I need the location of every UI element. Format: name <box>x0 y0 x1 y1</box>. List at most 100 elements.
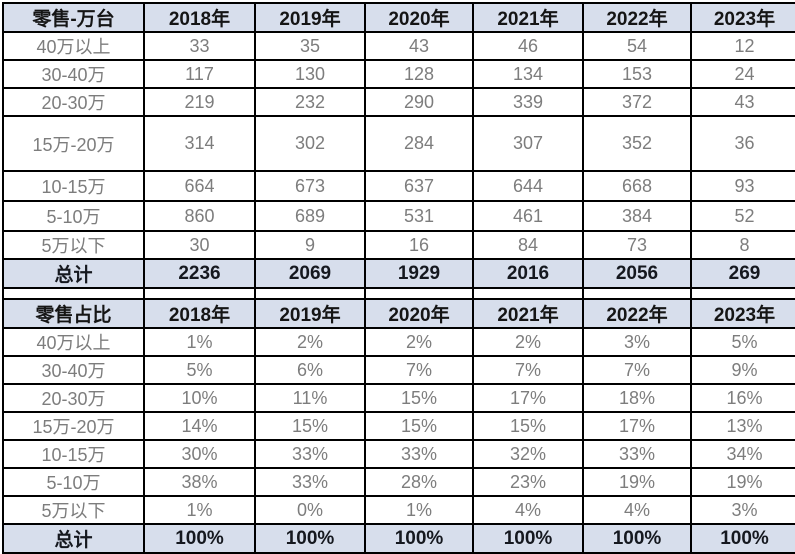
separator-cell <box>472 287 584 300</box>
cell-value: 689 <box>254 200 366 232</box>
table-row: 20-30万 219 232 290 339 372 43 <box>2 87 795 117</box>
cell-value: 100% <box>690 523 795 554</box>
cell-value: 153 <box>582 59 692 89</box>
cell-value: 35 <box>254 31 366 61</box>
table-row: 5万以下 1% 0% 1% 4% 4% 3% <box>2 495 795 525</box>
row-label: 30-40万 <box>2 355 145 385</box>
cell-value: 32% <box>472 439 584 469</box>
cell-value: 3% <box>690 495 795 525</box>
table-row: 30-40万 5% 6% 7% 7% 7% 9% <box>2 355 795 385</box>
table-row: 10-15万 664 673 637 644 668 93 <box>2 170 795 202</box>
cell-value: 5% <box>143 355 256 385</box>
year-header: 2020年 <box>364 298 474 329</box>
cell-value: 52 <box>690 200 795 232</box>
row-label: 20-30万 <box>2 383 145 413</box>
cell-value: 6% <box>254 355 366 385</box>
year-header: 2020年 <box>364 2 474 33</box>
cell-value: 100% <box>254 523 366 554</box>
cell-value: 314 <box>143 115 256 172</box>
year-header: 2021年 <box>472 2 584 33</box>
table-row: 40万以上 1% 2% 2% 2% 3% 5% <box>2 327 795 357</box>
cell-value: 43 <box>690 87 795 117</box>
cell-value: 2069 <box>254 258 366 289</box>
year-header: 2022年 <box>582 2 692 33</box>
cell-value: 5% <box>690 327 795 357</box>
table-row: 5-10万 38% 33% 28% 23% 19% 19% <box>2 467 795 497</box>
total-row: 总计 100% 100% 100% 100% 100% 100% <box>2 523 795 554</box>
table-row: 20-30万 10% 11% 15% 17% 18% 16% <box>2 383 795 413</box>
cell-value: 219 <box>143 87 256 117</box>
table-row: 15万-20万 314 302 284 307 352 36 <box>2 115 795 172</box>
cell-value: 54 <box>582 31 692 61</box>
year-header: 2019年 <box>254 2 366 33</box>
cell-value: 302 <box>254 115 366 172</box>
section-header-row: 零售占比 2018年 2019年 2020年 2021年 2022年 2023年 <box>2 298 795 329</box>
cell-value: 24 <box>690 59 795 89</box>
cell-value: 7% <box>472 355 584 385</box>
section-title: 零售-万台 <box>2 2 145 33</box>
cell-value: 4% <box>472 495 584 525</box>
cell-value: 15% <box>364 411 474 441</box>
cell-value: 290 <box>364 87 474 117</box>
cell-value: 1% <box>143 495 256 525</box>
table-row: 5万以下 30 9 16 84 73 8 <box>2 230 795 260</box>
row-label: 5-10万 <box>2 200 145 232</box>
cell-value: 637 <box>364 170 474 202</box>
cell-value: 531 <box>364 200 474 232</box>
cell-value: 372 <box>582 87 692 117</box>
cell-value: 33% <box>254 439 366 469</box>
row-label: 10-15万 <box>2 439 145 469</box>
cell-value: 7% <box>582 355 692 385</box>
cell-value: 10% <box>143 383 256 413</box>
cell-value: 19% <box>690 467 795 497</box>
row-label: 5万以下 <box>2 230 145 260</box>
cell-value: 38% <box>143 467 256 497</box>
cell-value: 93 <box>690 170 795 202</box>
separator-cell <box>690 287 795 300</box>
cell-value: 73 <box>582 230 692 260</box>
row-label: 10-15万 <box>2 170 145 202</box>
year-header: 2018年 <box>143 298 256 329</box>
row-label: 40万以上 <box>2 327 145 357</box>
row-label: 15万-20万 <box>2 411 145 441</box>
cell-value: 15% <box>364 383 474 413</box>
cell-value: 269 <box>690 258 795 289</box>
cell-value: 11% <box>254 383 366 413</box>
cell-value: 33 <box>143 31 256 61</box>
cell-value: 2% <box>364 327 474 357</box>
cell-value: 36 <box>690 115 795 172</box>
section-header-row: 零售-万台 2018年 2019年 2020年 2021年 2022年 2023年 <box>2 2 795 33</box>
cell-value: 100% <box>582 523 692 554</box>
cell-value: 34% <box>690 439 795 469</box>
cell-value: 664 <box>143 170 256 202</box>
cell-value: 134 <box>472 59 584 89</box>
row-label: 5-10万 <box>2 467 145 497</box>
cell-value: 668 <box>582 170 692 202</box>
cell-value: 3% <box>582 327 692 357</box>
cell-value: 100% <box>364 523 474 554</box>
cell-value: 2% <box>472 327 584 357</box>
cell-value: 339 <box>472 87 584 117</box>
year-header: 2022年 <box>582 298 692 329</box>
cell-value: 1929 <box>364 258 474 289</box>
cell-value: 128 <box>364 59 474 89</box>
cell-value: 13% <box>690 411 795 441</box>
cell-value: 43 <box>364 31 474 61</box>
row-label: 5万以下 <box>2 495 145 525</box>
cell-value: 33% <box>364 439 474 469</box>
row-label: 30-40万 <box>2 59 145 89</box>
cell-value: 14% <box>143 411 256 441</box>
year-header: 2023年 <box>690 298 795 329</box>
cell-value: 644 <box>472 170 584 202</box>
cell-value: 2056 <box>582 258 692 289</box>
table-row: 30-40万 117 130 128 134 153 24 <box>2 59 795 89</box>
table-row: 10-15万 30% 33% 33% 32% 33% 34% <box>2 439 795 469</box>
section-title: 零售占比 <box>2 298 145 329</box>
row-label: 40万以上 <box>2 31 145 61</box>
table-row: 40万以上 33 35 43 46 54 12 <box>2 31 795 61</box>
cell-value: 30 <box>143 230 256 260</box>
cell-value: 28% <box>364 467 474 497</box>
